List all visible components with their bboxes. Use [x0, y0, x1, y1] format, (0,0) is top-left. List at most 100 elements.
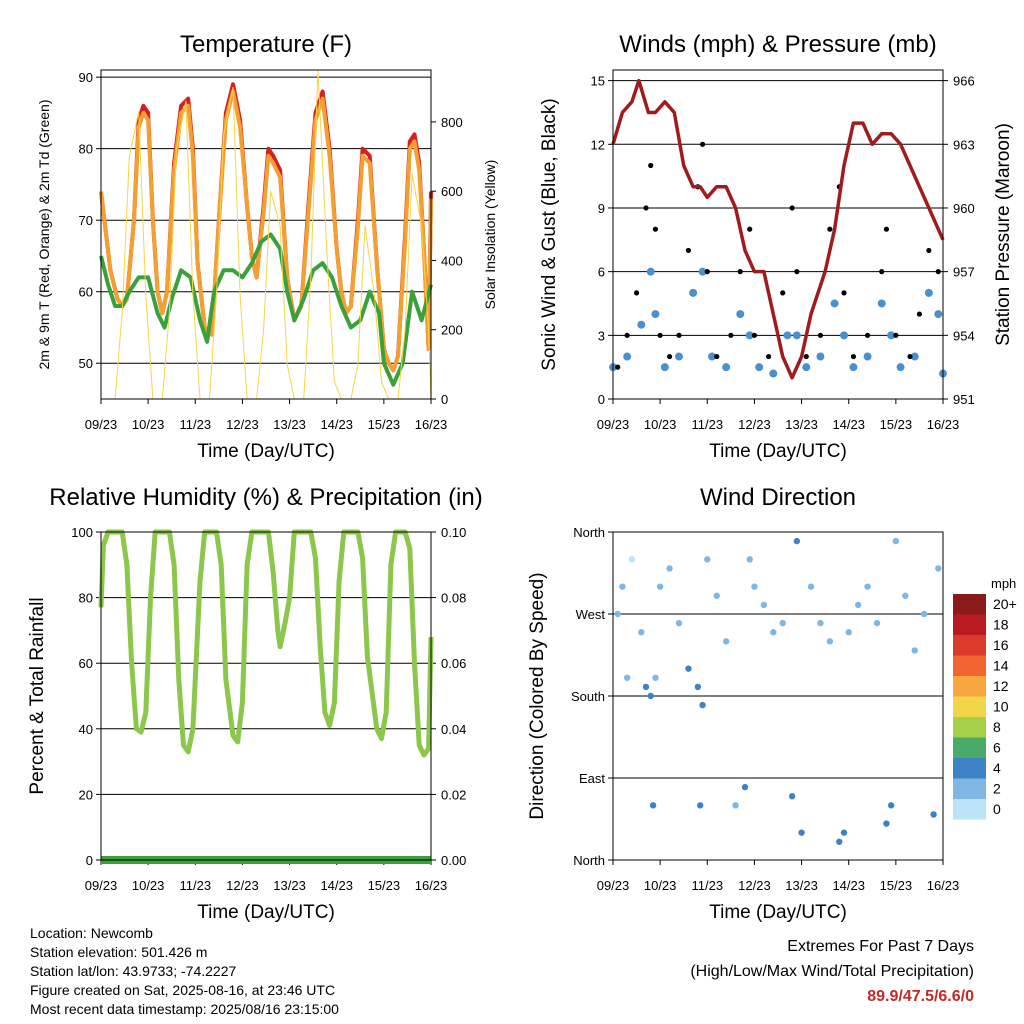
data-point — [648, 162, 654, 169]
data-point — [675, 352, 683, 361]
data-point — [934, 310, 943, 319]
x-tick-label: 12/23 — [738, 878, 771, 893]
x-axis-label: Time (Day/UTC) — [709, 441, 847, 462]
legend-swatch — [953, 655, 986, 676]
data-point — [793, 537, 801, 545]
extremes-values: 89.9/47.5/6.6/0 — [867, 988, 974, 1005]
data-point — [647, 692, 654, 700]
series-line — [98, 529, 434, 758]
data-point — [864, 583, 871, 590]
data-point — [807, 583, 815, 590]
data-point — [817, 619, 824, 627]
y-tick-label: 9 — [598, 201, 605, 216]
data-point — [722, 638, 730, 645]
data-point — [737, 269, 743, 275]
series-2m-td — [99, 232, 433, 387]
y2-tick-label: 0.00 — [441, 853, 466, 868]
data-point — [623, 674, 631, 681]
data-point — [698, 267, 707, 276]
legend-label: 12 — [993, 678, 1009, 694]
data-point — [883, 226, 890, 232]
legend-label: 8 — [993, 719, 1001, 735]
y2-tick-label: 200 — [441, 323, 463, 338]
legend-label: 18 — [993, 617, 1009, 633]
chart-panel-1: Temperature (F) 50 60 70 80 90 0 200 400 600 800 09… — [36, 31, 498, 462]
data-point — [935, 565, 942, 572]
data-point — [765, 353, 772, 360]
data-point — [863, 352, 872, 361]
y-tick-label: 70 — [79, 213, 93, 228]
data-point — [924, 288, 933, 297]
y2-tick-label: 963 — [953, 137, 975, 152]
y-tick-label: 3 — [598, 328, 605, 343]
x-tick-label: 14/23 — [832, 417, 865, 432]
chart-title: Winds (mph) & Pressure (mb) — [619, 31, 936, 58]
data-point — [643, 205, 649, 211]
data-point — [770, 629, 777, 636]
data-point — [745, 331, 754, 340]
legend-label: 4 — [993, 760, 1001, 776]
extremes-subtitle: (High/Low/Max Wind/Total Precipitation) — [690, 963, 974, 980]
y2-tick-label: 800 — [441, 115, 463, 130]
y2-tick-label: 0.02 — [441, 787, 466, 802]
y-axis-label: Percent & Total Rainfall — [27, 597, 48, 794]
x-tick-label: 11/23 — [179, 417, 211, 432]
y2-tick-label: 0.10 — [441, 525, 466, 540]
data-point — [685, 247, 692, 254]
data-point — [883, 820, 890, 827]
data-point — [728, 332, 734, 338]
data-point — [623, 352, 632, 361]
legend-label: 0 — [993, 801, 1001, 817]
chart-panel-3: Relative Humidity (%) & Precipitation (i… — [27, 484, 483, 923]
data-point — [817, 332, 824, 338]
data-point — [638, 629, 645, 636]
x-tick-label: 14/23 — [320, 417, 353, 432]
data-point — [827, 226, 833, 232]
data-point — [666, 565, 673, 572]
station-info: Location: Newcomb Station elevation: 501… — [30, 924, 339, 1019]
chart-title: Wind Direction — [700, 484, 856, 511]
y2-tick-label: 960 — [953, 201, 975, 216]
data-point — [652, 674, 659, 681]
legend-label: 6 — [993, 740, 1001, 756]
data-point — [816, 352, 825, 361]
legend-title: mph — [991, 576, 1016, 591]
data-point — [660, 363, 669, 372]
station-latlon: Station lat/lon: 43.9733; -74.2227 — [30, 963, 237, 979]
series-station-pressure — [611, 78, 945, 380]
x-tick-label: 15/23 — [368, 878, 401, 893]
y-tick-label: 40 — [79, 722, 93, 737]
data-point — [656, 583, 664, 590]
y-tick-label: 50 — [79, 356, 93, 371]
x-axis-label: Time (Day/UTC) — [709, 902, 847, 923]
legend-swatch — [953, 799, 986, 820]
data-point — [657, 332, 663, 338]
x-axis-label: Time (Day/UTC) — [197, 441, 335, 462]
data-point — [879, 269, 885, 275]
data-point — [713, 592, 720, 599]
data-point — [628, 556, 636, 563]
plot-frame — [100, 531, 432, 861]
legend-label: 20+ — [993, 596, 1017, 612]
data-point — [892, 537, 900, 545]
y-tick-label: North — [573, 853, 605, 868]
x-tick-label: 09/23 — [597, 878, 630, 893]
data-point — [926, 247, 932, 254]
data-point — [840, 331, 848, 340]
x-tick-label: 13/23 — [273, 878, 306, 893]
y2-tick-label: 0.04 — [441, 722, 466, 737]
legend-label: 10 — [993, 699, 1009, 715]
series-line — [611, 78, 945, 380]
data-point — [751, 583, 758, 590]
x-tick-label: 11/23 — [179, 878, 211, 893]
x-tick-label: 12/23 — [738, 417, 771, 432]
y2-axis-label: Station Pressure (Maroon) — [993, 123, 1014, 346]
data-point — [845, 629, 852, 636]
y-tick-label: 0 — [86, 853, 93, 868]
x-tick-label: 13/23 — [785, 878, 818, 893]
data-point — [902, 592, 909, 599]
data-point — [841, 290, 847, 296]
data-point — [624, 332, 630, 338]
x-tick-label: 11/23 — [691, 417, 723, 432]
y2-axis-label: Solar Insolation (Yellow) — [482, 160, 498, 310]
